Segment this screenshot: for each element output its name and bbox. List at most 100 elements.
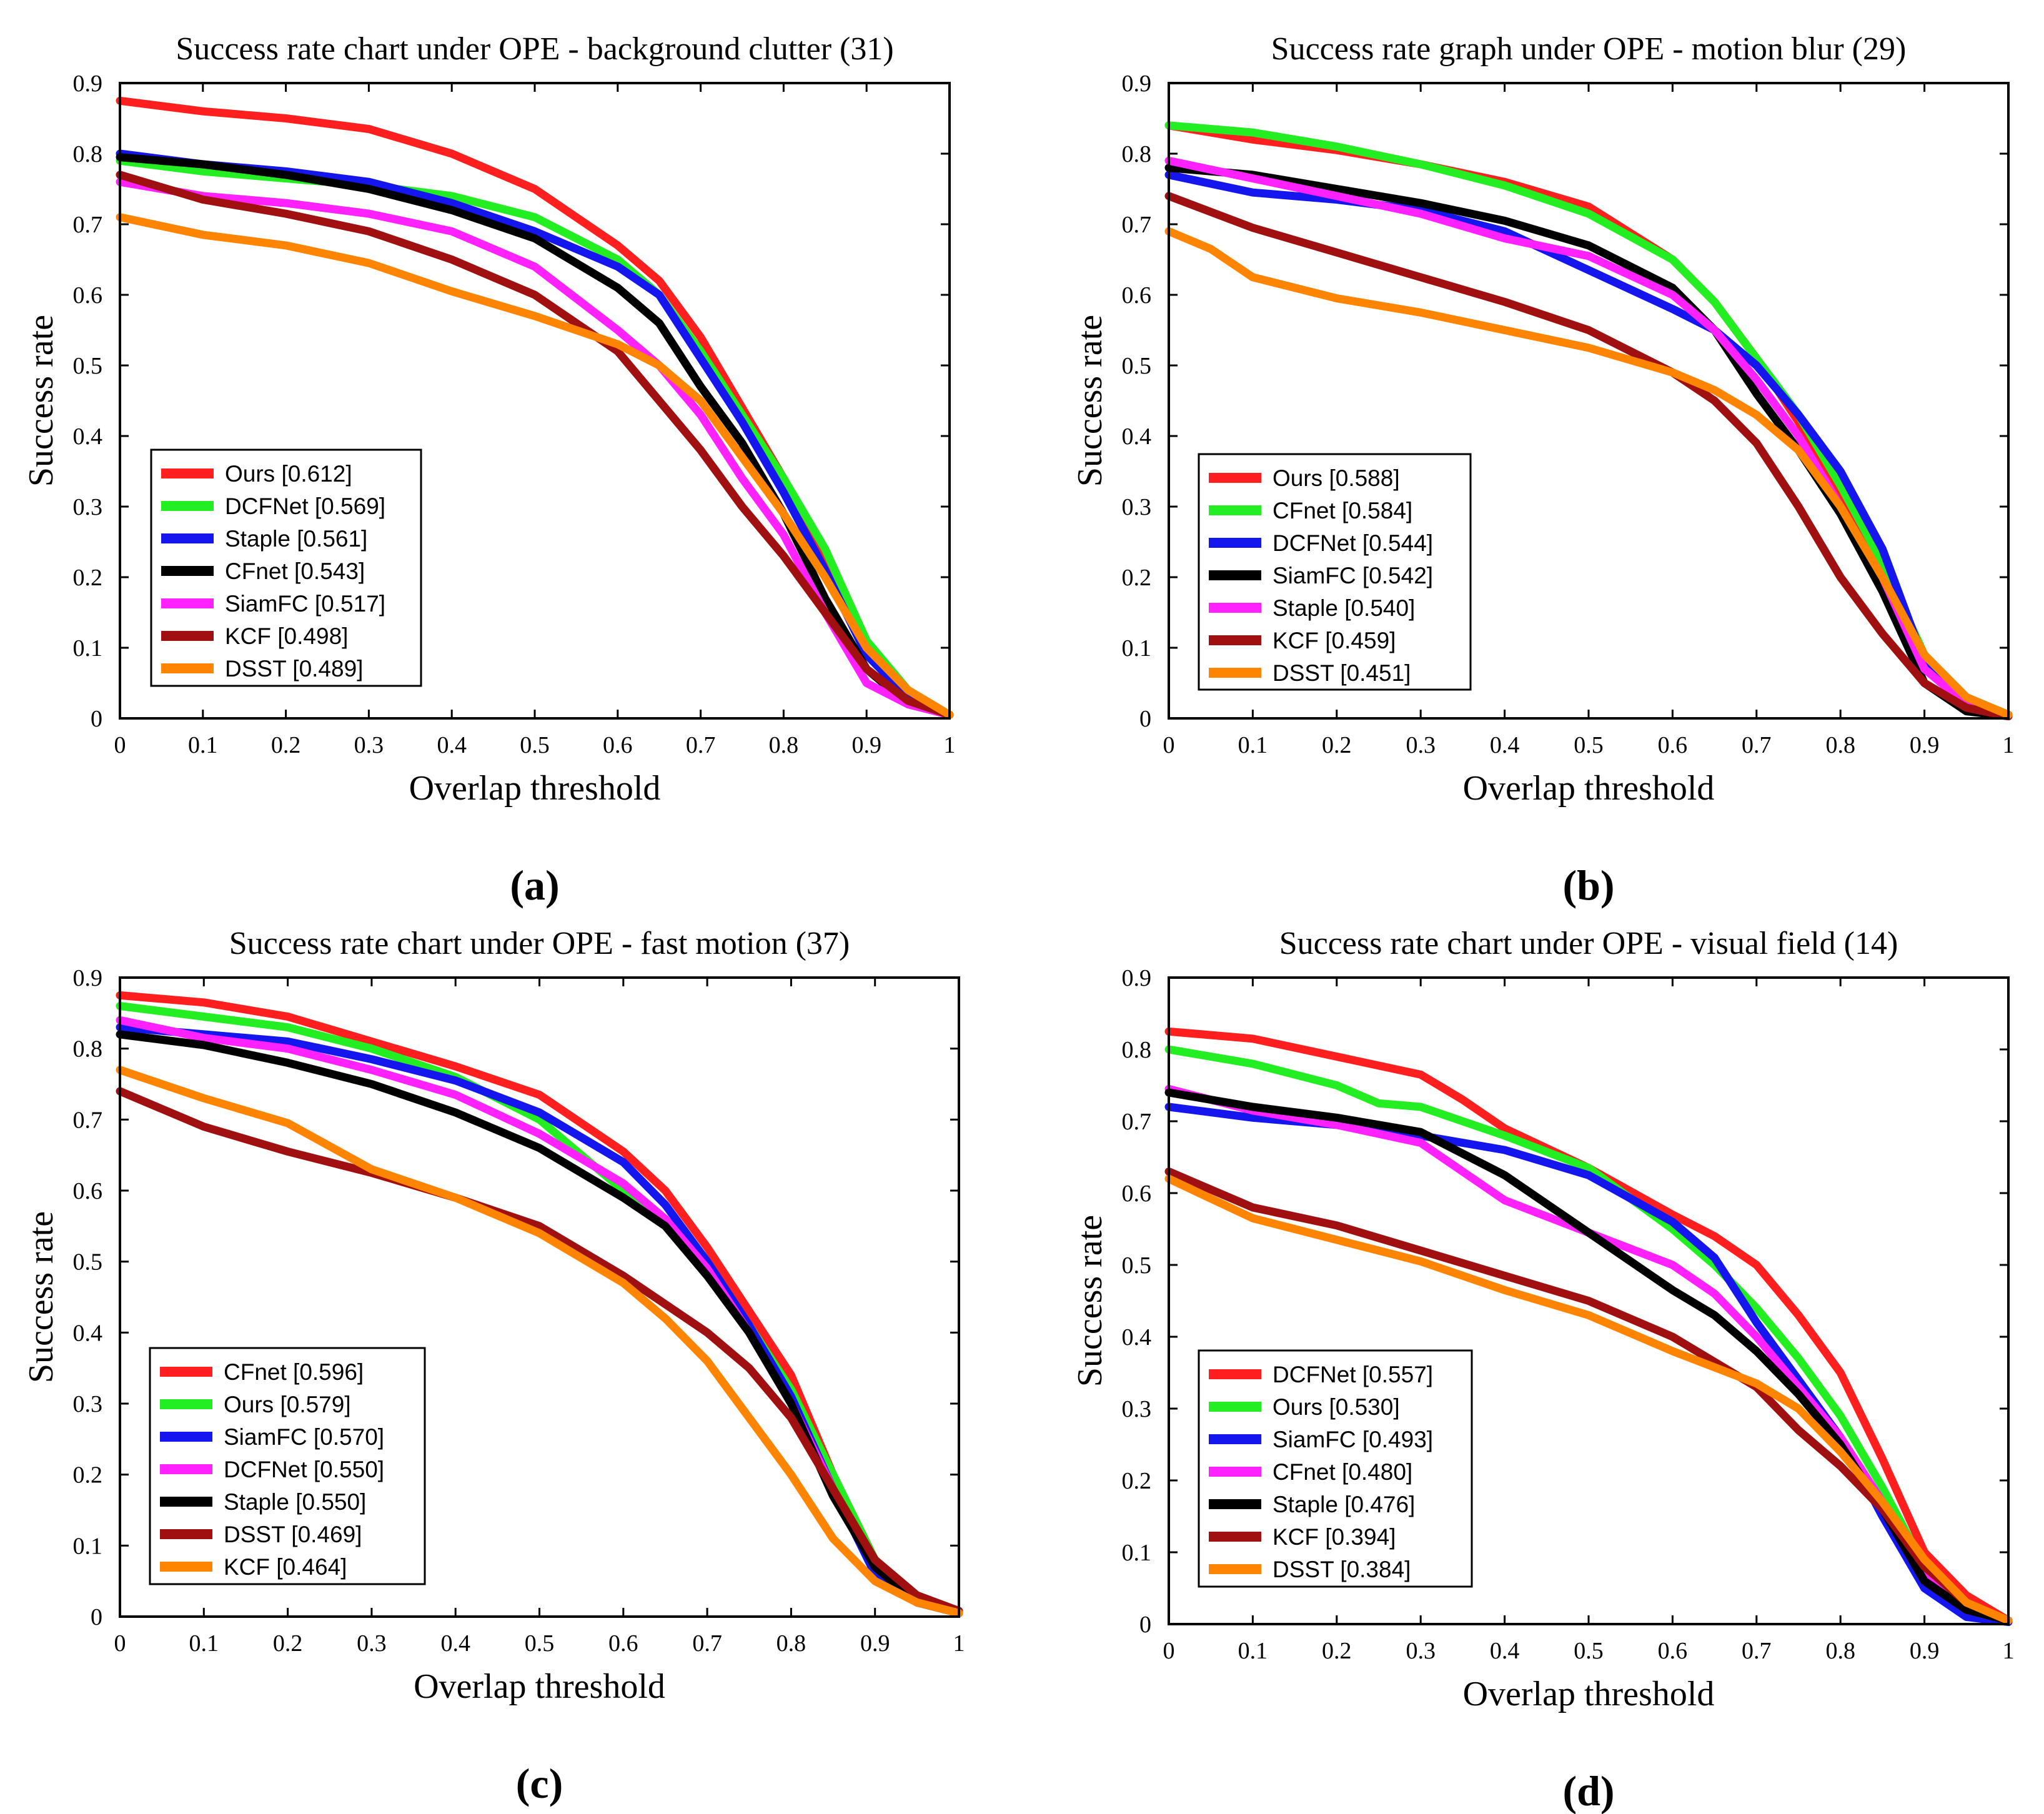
legend-entry-4: Staple [0.550] xyxy=(224,1489,366,1515)
plot-frame xyxy=(1168,82,2010,720)
x-tick-label: 1 xyxy=(2003,732,2015,758)
x-tick-label: 0.9 xyxy=(860,1630,890,1657)
series-line-5 xyxy=(116,1087,963,1615)
x-tick-label: 0.9 xyxy=(851,732,881,758)
y-tick-label: 0.5 xyxy=(73,353,103,379)
x-tick-label: 0.5 xyxy=(1574,1638,1604,1664)
y-tick-label: 0.7 xyxy=(1122,1109,1152,1135)
x-tick-label: 0 xyxy=(1163,1638,1175,1664)
series-line-4 xyxy=(1164,156,2013,719)
x-tick-label: 0.8 xyxy=(776,1630,806,1657)
x-tick-label: 0.8 xyxy=(1825,732,1855,758)
series-line-6 xyxy=(1164,227,2013,719)
x-axis-label: Overlap threshold xyxy=(1463,769,1715,808)
y-tick-label: 0 xyxy=(91,706,102,732)
y-axis-label: Success rate xyxy=(1071,315,1109,487)
y-tick-label: 0.1 xyxy=(73,1533,103,1559)
x-tick-label: 0.5 xyxy=(1574,732,1604,758)
y-tick-label: 0.8 xyxy=(73,1036,103,1063)
x-tick-label: 0.4 xyxy=(1490,1638,1520,1664)
legend-entry-5: KCF [0.394] xyxy=(1273,1524,1396,1550)
y-tick-label: 0.6 xyxy=(73,1178,103,1204)
y-tick-label: 0.8 xyxy=(1122,141,1152,167)
legend-entry-4: SiamFC [0.517] xyxy=(225,591,385,617)
series-line-5 xyxy=(116,171,954,719)
chart-title: Success rate graph under OPE - motion bl… xyxy=(1271,31,1907,67)
series-line-0 xyxy=(1164,1027,2013,1625)
x-tick-label: 1 xyxy=(953,1630,965,1657)
legend: DCFNet [0.557] Ours [0.530] SiamFC [0.493]… xyxy=(1198,1349,1473,1588)
x-tick-label: 1 xyxy=(944,732,956,758)
x-tick-label: 0.8 xyxy=(1825,1638,1855,1664)
legend-entry-0: Ours [0.612] xyxy=(225,461,352,487)
legend-entry-6: KCF [0.464] xyxy=(224,1554,347,1580)
x-tick-label: 0.6 xyxy=(1658,1638,1688,1664)
x-tick-label: 0.3 xyxy=(357,1630,387,1657)
legend-entry-5: KCF [0.459] xyxy=(1273,628,1396,653)
x-tick-label: 0.7 xyxy=(692,1630,722,1657)
x-tick-label: 0.2 xyxy=(1322,1638,1352,1664)
x-axis-label: Overlap threshold xyxy=(1463,1675,1715,1713)
chart-panel-a: Success rate chart under OPE - backgroun… xyxy=(22,31,956,909)
y-axis-label: Success rate xyxy=(22,1211,61,1383)
x-tick-label: 0.5 xyxy=(520,732,550,758)
y-tick-label: 0.4 xyxy=(1122,1324,1152,1351)
x-tick-label: 1 xyxy=(2003,1638,2015,1664)
legend-entry-2: SiamFC [0.570] xyxy=(224,1424,384,1450)
x-tick-label: 0.7 xyxy=(1742,1638,1772,1664)
legend-entry-6: DSST [0.489] xyxy=(225,656,363,681)
x-tick-label: 0.3 xyxy=(1406,1638,1436,1664)
y-tick-label: 0.6 xyxy=(1122,282,1152,309)
series-line-5 xyxy=(1164,192,2013,721)
legend-entry-0: Ours [0.588] xyxy=(1273,465,1400,491)
y-tick-label: 0.2 xyxy=(73,565,103,591)
legend-entry-6: DSST [0.384] xyxy=(1273,1557,1411,1582)
chart-title: Success rate chart under OPE - backgroun… xyxy=(176,31,893,67)
series-line-6 xyxy=(1164,1174,2013,1625)
legend-entry-1: Ours [0.579] xyxy=(224,1392,351,1417)
chart-panel-d: Success rate chart under OPE - visual fi… xyxy=(1071,926,2015,1814)
y-tick-label: 0.5 xyxy=(1122,1252,1152,1279)
x-tick-label: 0.4 xyxy=(440,1630,470,1657)
x-tick-label: 0 xyxy=(114,732,126,758)
y-tick-label: 0.4 xyxy=(73,424,103,450)
x-tick-label: 0.9 xyxy=(1910,1638,1940,1664)
y-tick-label: 0.1 xyxy=(73,635,103,662)
x-tick-label: 0.8 xyxy=(769,732,799,758)
x-tick-label: 0.1 xyxy=(1238,1638,1268,1664)
y-axis-label: Success rate xyxy=(22,315,61,487)
y-tick-label: 0.9 xyxy=(73,71,103,97)
y-tick-label: 0.5 xyxy=(73,1249,103,1276)
x-tick-label: 0.6 xyxy=(608,1630,638,1657)
x-tick-label: 0.2 xyxy=(271,732,301,758)
series-line-5 xyxy=(1164,1167,2013,1625)
x-tick-label: 0.6 xyxy=(1658,732,1688,758)
x-tick-label: 0 xyxy=(1163,732,1175,758)
legend-entry-5: DSST [0.469] xyxy=(224,1522,362,1547)
legend: CFnet [0.596] Ours [0.579] SiamFC [0.570] D… xyxy=(149,1347,426,1585)
y-tick-label: 0.7 xyxy=(73,1107,103,1133)
legend-entry-6: DSST [0.451] xyxy=(1273,660,1411,686)
y-tick-label: 0.6 xyxy=(73,282,103,309)
y-tick-label: 0.9 xyxy=(1122,965,1152,991)
legend-entry-2: Staple [0.561] xyxy=(225,526,367,552)
legend-entry-0: CFnet [0.596] xyxy=(224,1359,364,1385)
plot-frame xyxy=(119,976,960,1618)
panel-label: (d) xyxy=(1562,1767,1614,1814)
legend-entry-1: CFnet [0.584] xyxy=(1273,498,1412,523)
x-tick-label: 0.9 xyxy=(1910,732,1940,758)
panel-label: (b) xyxy=(1562,861,1614,909)
legend: Ours [0.588] CFnet [0.584] DCFNet [0.544] S… xyxy=(1198,453,1472,691)
x-axis-label: Overlap threshold xyxy=(409,769,661,808)
y-tick-label: 0.4 xyxy=(1122,424,1152,450)
y-tick-label: 0.6 xyxy=(1122,1181,1152,1207)
x-tick-label: 0.4 xyxy=(437,732,467,758)
x-tick-label: 0.6 xyxy=(603,732,633,758)
y-tick-label: 0.3 xyxy=(73,1391,103,1417)
panel-label: (c) xyxy=(516,1760,563,1807)
legend: Ours [0.612] DCFNet [0.569] Staple [0.561]… xyxy=(150,449,422,687)
y-tick-label: 0.8 xyxy=(73,141,103,167)
legend-entry-5: KCF [0.498] xyxy=(225,623,348,649)
legend-entry-2: SiamFC [0.493] xyxy=(1273,1427,1433,1452)
